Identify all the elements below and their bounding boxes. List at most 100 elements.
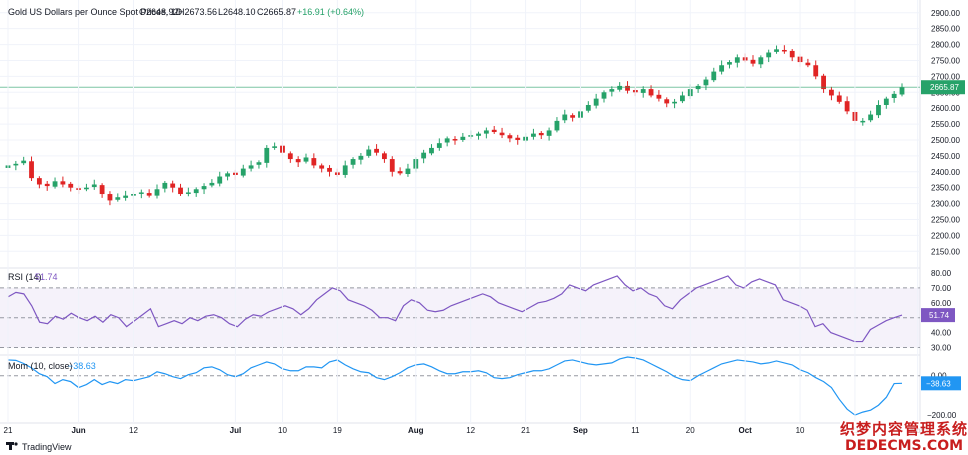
candle-body — [734, 57, 740, 63]
ohlc-open: O2648.92 — [139, 7, 179, 17]
mom-line — [7, 356, 903, 416]
candle-body — [719, 65, 725, 72]
candle-body — [554, 120, 560, 131]
price-tick-label: 2200.00 — [931, 231, 960, 240]
candle-body — [115, 197, 121, 200]
time-tick-label: Sep — [573, 426, 588, 435]
time-tick-label: Aug — [408, 426, 424, 435]
time-tick-label: Jul — [230, 426, 242, 435]
ohlc-low: L2648.10 — [218, 7, 256, 17]
rsi-tick-label: 30.00 — [931, 344, 952, 353]
time-tick-label: Jun — [71, 426, 85, 435]
last-price-tag — [921, 80, 965, 95]
candle-body — [609, 89, 615, 92]
candle-body — [405, 168, 411, 175]
candle-body — [570, 115, 576, 118]
rsi-levels — [0, 287, 920, 349]
candle-body — [350, 159, 356, 165]
candle-body — [656, 94, 662, 99]
candle-body — [876, 104, 881, 116]
candle-body — [240, 168, 246, 176]
candle-body — [781, 49, 787, 52]
price-tick-label: 2700.00 — [931, 72, 960, 81]
candle-body — [703, 79, 709, 86]
candle-body — [680, 95, 685, 102]
candle-body — [821, 75, 826, 90]
time-tick-label: 12 — [466, 426, 475, 435]
candle-body — [91, 184, 97, 188]
price-tick-label: 2250.00 — [931, 215, 960, 224]
watermark-en: DEDECMS.COM — [840, 438, 968, 454]
candle-body — [185, 192, 191, 194]
price-axis: 2150.00 2200.00 2250.00 2300.00 2350.00 2400.… — [931, 9, 960, 257]
candle-body — [452, 139, 458, 141]
candle-body — [727, 62, 732, 65]
price-tick-label: 2600.00 — [931, 104, 960, 113]
candle-body — [13, 163, 19, 166]
mom-value-tag — [921, 376, 961, 391]
candle-body — [272, 146, 278, 148]
candle-body — [672, 101, 677, 104]
candle-body — [844, 101, 850, 112]
candle-body — [625, 85, 630, 91]
candle-body — [421, 152, 427, 159]
candle-body — [491, 129, 497, 133]
candle-body — [154, 189, 160, 196]
candle-body — [617, 85, 623, 90]
candle-body — [170, 183, 176, 188]
candle-body — [295, 159, 301, 163]
candle-body — [640, 89, 646, 93]
price-tick-label: 2400.00 — [931, 168, 960, 177]
time-axis: 21Jun12Jul1019Aug1221Sep1120Oct1021Nov12 — [4, 0, 926, 435]
candle-body — [138, 192, 144, 194]
ohlc-high: H2673.56 — [178, 7, 217, 17]
candle-body — [264, 147, 270, 163]
candle-body — [476, 133, 481, 136]
candle-body — [868, 114, 874, 121]
candle-body — [374, 148, 379, 153]
rsi-label: RSI (14) — [8, 272, 42, 282]
candle-body — [891, 93, 897, 98]
candle-body — [429, 147, 434, 154]
candle-body — [68, 183, 74, 188]
candle-body — [531, 133, 536, 137]
tradingview-logo-dot — [14, 442, 18, 446]
mom-tick-label: −200.00 — [927, 411, 957, 420]
candle-body — [860, 120, 866, 123]
time-tick-label: 21 — [4, 426, 13, 435]
candle-body — [836, 95, 842, 102]
candle-body — [146, 193, 152, 196]
candle-body — [460, 136, 466, 140]
candle-body — [201, 186, 207, 190]
price-grid — [0, 12, 920, 252]
candle-body — [507, 135, 513, 139]
candle-body — [758, 57, 764, 65]
candle-body — [327, 167, 332, 172]
candle-body — [883, 98, 889, 105]
mom-series: −38.63 — [7, 356, 961, 416]
tradingview-brand: TradingView — [22, 442, 72, 452]
candle-body — [178, 187, 183, 195]
candle-body — [382, 153, 387, 160]
candle-body — [358, 155, 364, 160]
candle-body — [389, 159, 395, 172]
candle-body — [84, 187, 89, 190]
time-tick-label: 19 — [333, 426, 342, 435]
tradingview-logo[interactable]: TradingView — [6, 442, 72, 452]
candle-body — [593, 98, 599, 106]
price-tick-label: 2550.00 — [931, 120, 960, 129]
price-tick-label: 2500.00 — [931, 136, 960, 145]
time-tick-label: 10 — [796, 426, 805, 435]
time-tick-label: 11 — [631, 426, 640, 435]
candle-body — [107, 194, 113, 201]
price-tick-label: 2350.00 — [931, 184, 960, 193]
rsi-series: 51.74 — [7, 275, 955, 343]
candle-body — [829, 89, 834, 96]
price-tick-label: 2850.00 — [931, 25, 960, 34]
candle-body — [515, 137, 521, 140]
mom-value: −38.63 — [68, 361, 96, 371]
candle-body — [225, 173, 230, 177]
candle-body — [546, 130, 552, 136]
candle-body — [123, 195, 129, 198]
